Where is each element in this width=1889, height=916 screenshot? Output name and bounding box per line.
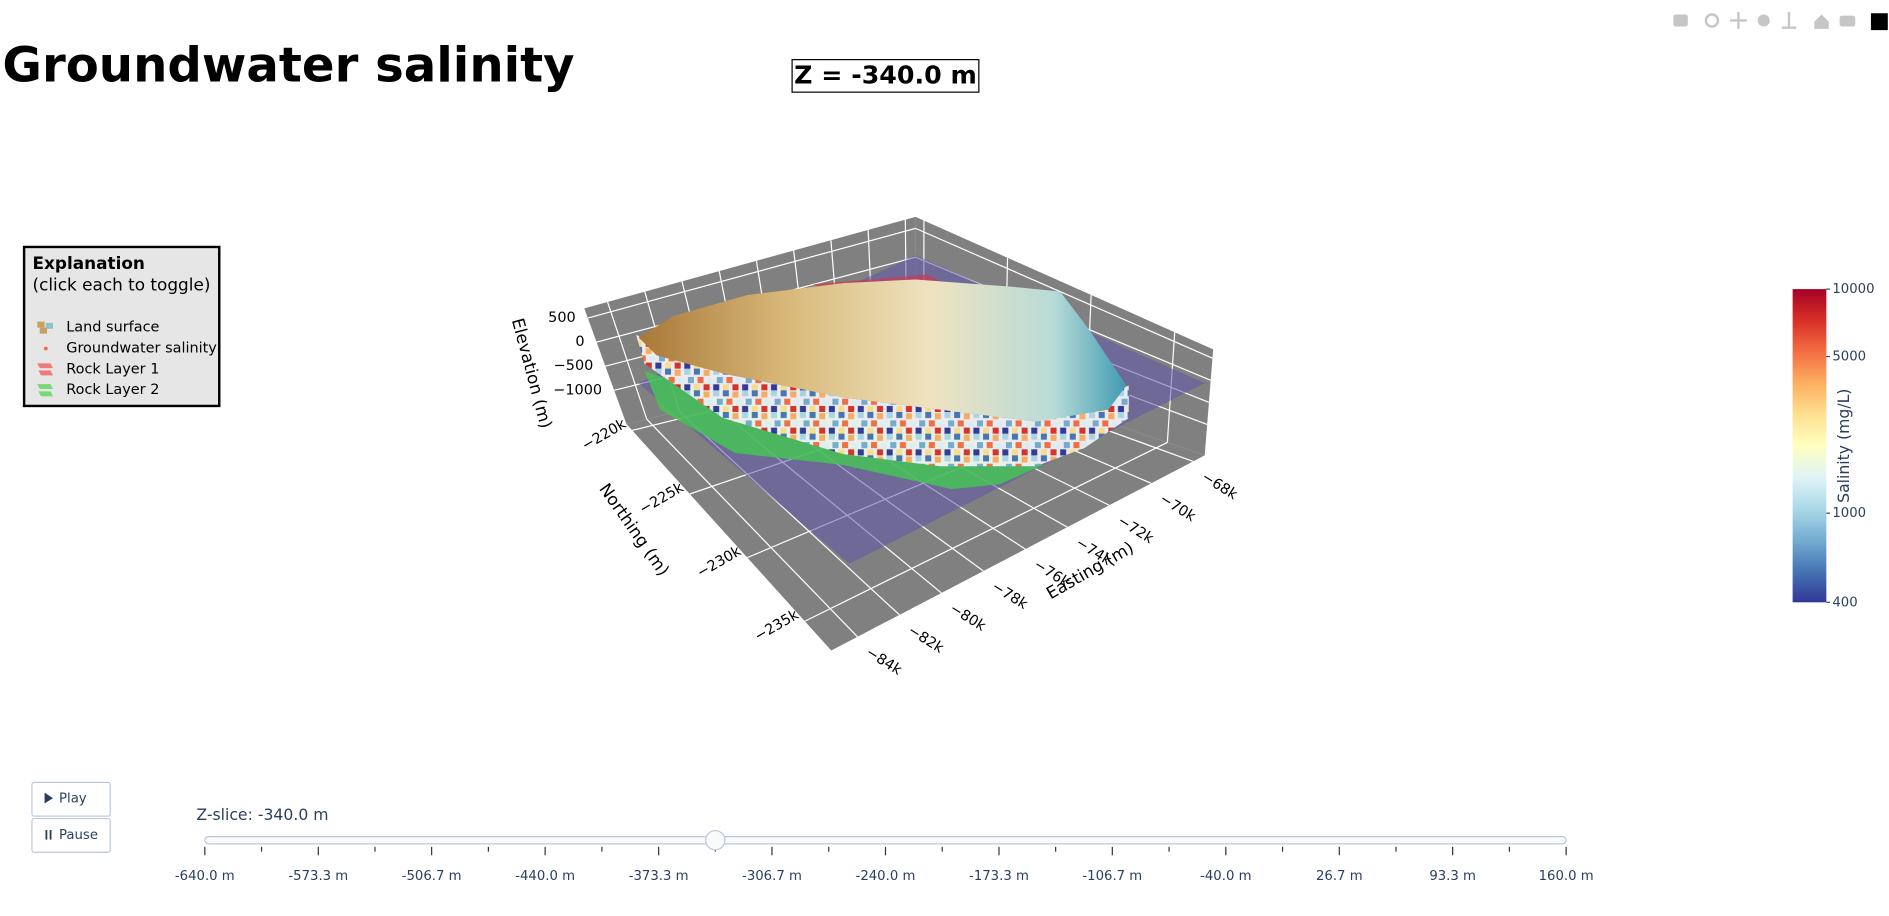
orbit-button[interactable] xyxy=(1757,14,1770,27)
button-box[interactable] xyxy=(31,817,111,853)
slider-handle[interactable] xyxy=(705,829,726,851)
y-tick-label: −220k xyxy=(579,416,629,454)
slider-step-label[interactable]: -506.7 m xyxy=(402,869,462,884)
slider-step-label[interactable]: -106.7 m xyxy=(1082,869,1142,884)
annotation-text: Z = -340.0 m xyxy=(794,60,977,89)
slider-step-label[interactable]: 93.3 m xyxy=(1429,869,1476,884)
land-surface xyxy=(638,279,1127,422)
colorbar-title: Salinity (mg/L) xyxy=(1834,389,1853,503)
button-label: Pause xyxy=(59,828,98,843)
slider-step-label[interactable]: -440.0 m xyxy=(515,869,575,884)
salinity-points xyxy=(636,334,1129,467)
legend-title: Explanation xyxy=(33,253,145,273)
slider-step-label[interactable]: -373.3 m xyxy=(629,869,689,884)
colorbar: Salinity (mg/L) 400 1000 5000 10000 xyxy=(1792,282,1875,610)
camera-view-button[interactable] xyxy=(1839,15,1856,27)
z-axis-title: Elevation (m) xyxy=(508,316,557,431)
y-tick-label: −225k xyxy=(637,480,687,518)
play-button[interactable]: Play xyxy=(31,781,111,817)
slider-step-label[interactable]: 26.7 m xyxy=(1316,869,1363,884)
annotation-box xyxy=(791,59,980,93)
legend-subtitle: (click each to toggle) xyxy=(33,274,211,294)
slider-step-label[interactable]: -640.0 m xyxy=(175,869,235,884)
legend-symbol xyxy=(37,384,54,397)
legend-symbol xyxy=(37,321,45,328)
x-tick-label: −68k xyxy=(1199,469,1241,503)
x-tick-label: −80k xyxy=(947,601,989,635)
scene-traces xyxy=(636,255,1205,564)
slider-step-label[interactable]: 160.0 m xyxy=(1539,869,1594,884)
colorbar-ramp xyxy=(1792,289,1827,603)
legend-symbol xyxy=(43,346,48,351)
legend-box xyxy=(22,245,221,408)
legend-item[interactable]: Rock Layer 2 xyxy=(37,382,159,398)
z-tick-label: −500 xyxy=(554,358,594,374)
x-tick-label: −82k xyxy=(905,623,947,657)
play-icon xyxy=(44,792,54,804)
legend-item[interactable]: Land surface xyxy=(37,320,160,336)
colorbar-tick-label: 10000 xyxy=(1832,282,1874,297)
legend-label[interactable]: Rock Layer 2 xyxy=(66,382,159,398)
pause-button[interactable]: Pause xyxy=(31,817,111,853)
annotation: Z = -340.0 m xyxy=(791,59,980,93)
grid-line xyxy=(646,418,858,638)
slider-step-label[interactable]: -573.3 m xyxy=(288,869,348,884)
slider-current-value: Z-slice: -340.0 m xyxy=(196,805,328,824)
pan-button[interactable] xyxy=(1729,12,1747,29)
legend-item[interactable]: Groundwater salinity xyxy=(43,340,217,356)
home-button[interactable] xyxy=(1814,14,1829,29)
colorbar-tick-label: 5000 xyxy=(1832,350,1866,365)
legend: Explanation (click each to toggle) Land … xyxy=(22,245,221,408)
grid-line xyxy=(915,227,1213,359)
y-tick-label: −230k xyxy=(694,543,744,581)
legend-symbol xyxy=(39,327,47,334)
button-box[interactable] xyxy=(31,781,111,817)
slider-step-label[interactable]: -240.0 m xyxy=(856,869,916,884)
slider-step-label[interactable]: -40.0 m xyxy=(1200,869,1251,884)
legend-label[interactable]: Land surface xyxy=(66,320,159,336)
zoom-button[interactable] xyxy=(1704,13,1720,28)
colorbar-tick-label: 1000 xyxy=(1832,506,1866,521)
logo[interactable] xyxy=(1870,13,1888,31)
slider-track[interactable] xyxy=(204,836,1567,845)
grid-line xyxy=(587,227,916,319)
colorbar-tick-label: 400 xyxy=(1832,595,1857,610)
legend-item[interactable]: Rock Layer 1 xyxy=(37,361,159,377)
x-tick-label: −84k xyxy=(863,644,905,678)
grid-line xyxy=(804,441,1168,622)
legend-label[interactable]: Rock Layer 1 xyxy=(66,361,159,377)
camera-button[interactable] xyxy=(1673,14,1688,27)
slider-step-label[interactable]: -173.3 m xyxy=(969,869,1029,884)
button-label: Play xyxy=(59,792,87,807)
z-tick-label: 500 xyxy=(548,310,576,326)
legend-symbol xyxy=(45,322,54,329)
x-tick-label: −70k xyxy=(1157,491,1199,525)
chart-title: Groundwater salinity xyxy=(2,38,574,94)
z-tick-label: −1000 xyxy=(553,382,602,398)
legend-label[interactable]: Groundwater salinity xyxy=(66,340,217,356)
slider-step-label[interactable]: -306.7 m xyxy=(742,869,802,884)
x-tick-label: −78k xyxy=(989,579,1031,613)
modebar xyxy=(1673,12,1888,31)
y-tick-label: −235k xyxy=(752,607,802,645)
turntable-button[interactable] xyxy=(1781,12,1797,29)
controls: Play Pause Z-slice: -340.0 m -640.0 m -57… xyxy=(31,781,1594,884)
pause-icon xyxy=(45,829,52,840)
z-tick-label: 0 xyxy=(575,334,584,350)
legend-symbol xyxy=(37,363,54,376)
